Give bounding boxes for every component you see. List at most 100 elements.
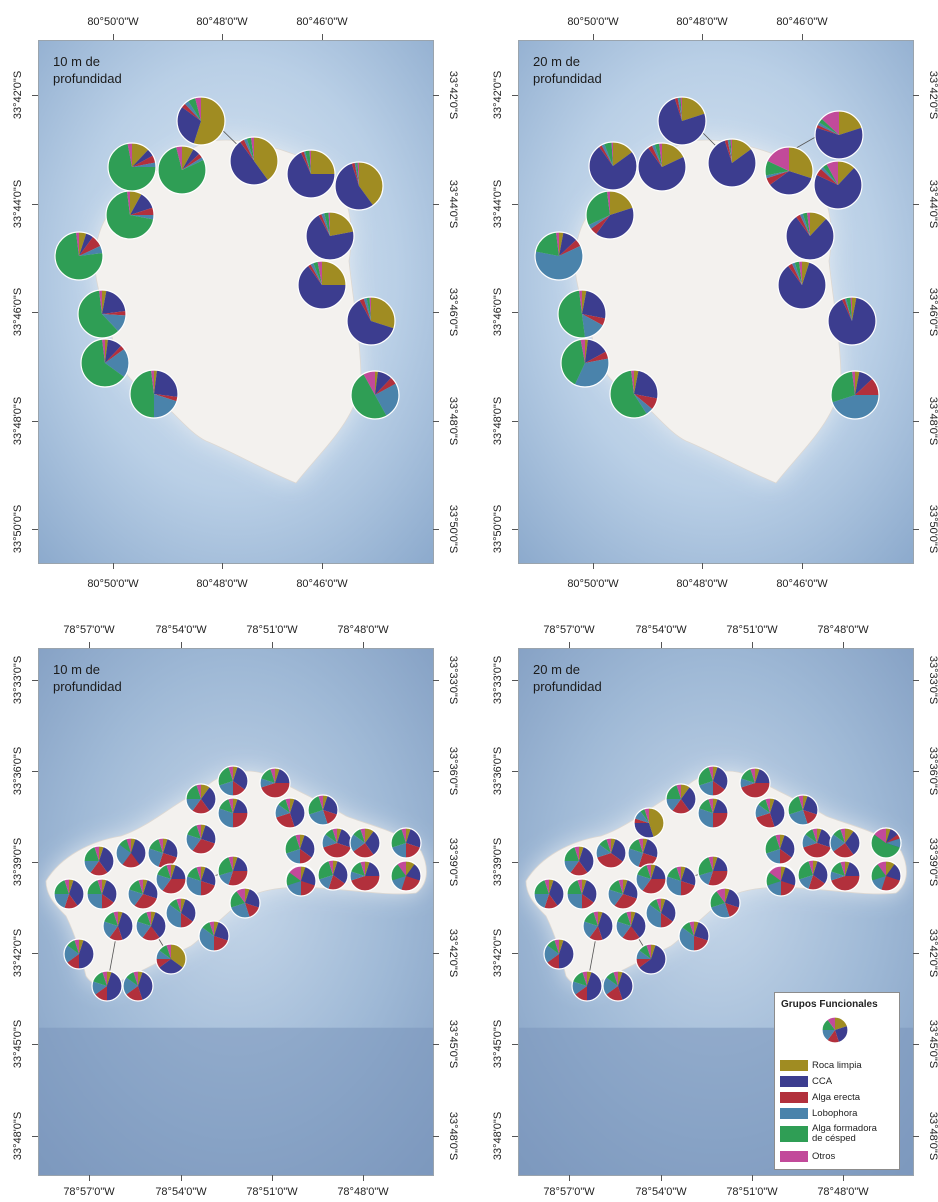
pie-slice [587,970,592,986]
pie-slice [357,162,359,186]
latitude-label-right: 33°48'0"S [447,1111,459,1161]
pie-slice [186,866,201,881]
pie-slice [845,861,860,876]
site-pie-chart [217,855,249,887]
pie-slice [798,875,813,890]
pie-slice [802,212,810,236]
site-pie-chart [633,807,665,839]
pie-outline [609,369,659,419]
pie-slice [132,162,156,167]
pie-slice [275,768,290,783]
pie-outline [821,1016,849,1044]
pie-slice [713,813,728,828]
pie-slice [574,358,609,388]
latitude-label-left: 33°48'0"S [12,1111,24,1161]
site-pie-chart [155,943,187,975]
pie-slice [574,845,579,861]
pie-slice [818,118,839,135]
pie-slice [158,146,207,194]
pie-slice [728,139,732,163]
pie-outline [602,970,634,1002]
axis-tick [512,862,518,863]
pie-slice [218,871,233,886]
axis-tick [512,1136,518,1137]
pie-slice [613,142,633,166]
pie-slice [708,766,713,781]
pie-slice [886,838,902,848]
pie-slice [634,370,658,399]
pie-slice [559,232,564,256]
longitude-label-top: 78°51'0"W [246,624,298,636]
pie-slice [651,144,662,167]
pie-outline [697,797,729,829]
pie-slice [839,111,862,135]
site-pie-chart [350,370,400,420]
pie-slice [75,232,79,256]
axis-tick [661,642,662,648]
pie-slice [636,959,651,968]
site-pie-chart [765,865,797,897]
pie-outline [229,887,261,919]
pie-slice [822,163,838,185]
pie-slice [678,97,682,121]
pie-slice [666,866,681,881]
latitude-label-right: 33°44'0"S [447,179,459,229]
pie-slice [672,799,690,815]
legend-item-label: Alga formadora de césped [812,1123,877,1144]
pie-slice [126,837,131,853]
axis-tick [363,1175,364,1181]
pie-slice [233,766,249,790]
axis-tick [433,312,439,313]
pie-slice [630,370,634,394]
latitude-label-left: 33°50'0"S [12,504,24,554]
pie-slice [290,798,295,813]
pie-slice [631,911,636,926]
pie-slice [375,377,397,395]
pie-slice [201,866,206,881]
pie-slice [322,843,352,859]
pie-slice [661,898,677,922]
latitude-label-left: 33°44'0"S [12,179,24,229]
pie-outline [297,260,347,310]
pie-outline [349,860,381,892]
site-pie-chart [637,142,687,192]
site-pie-chart [566,878,598,910]
pie-slice [102,879,107,894]
pie-slice [355,162,359,186]
pie-slice [616,911,631,926]
latitude-label-left: 33°46'0"S [12,287,24,337]
pie-outline [571,970,603,1002]
pie-slice [816,124,839,135]
pie-slice [352,828,365,843]
pie-outline [217,797,249,829]
pie-outline [543,938,575,970]
pie-slice [713,798,718,813]
pie-outline [176,96,226,146]
pie-slice [305,150,311,174]
pie-slice [66,939,79,954]
pie-slice [595,844,611,858]
pie-slice [105,191,154,240]
site-pie-chart [321,827,353,859]
latitude-label-right: 33°50'0"S [447,504,459,554]
pie-slice [337,828,342,843]
pie-slice [94,845,99,861]
site-pie-chart [107,142,157,192]
pie-slice [634,818,649,823]
site-pie-chart [334,161,384,211]
pie-slice [133,970,138,986]
pie-slice [300,151,311,174]
pie-slice [332,827,337,843]
pie-slice [840,827,845,843]
site-pie-chart [185,823,217,855]
site-pie-chart [615,910,647,942]
pie-slice [821,111,839,135]
pie-slice [543,945,559,963]
pie-slice [661,897,666,913]
longitude-label-bottom: 78°57'0"W [543,1186,595,1198]
site-pie-chart [635,943,667,975]
pie-slice [275,768,280,783]
site-pie-chart [307,794,339,826]
axis-tick [593,563,594,569]
pie-outline [102,910,134,942]
